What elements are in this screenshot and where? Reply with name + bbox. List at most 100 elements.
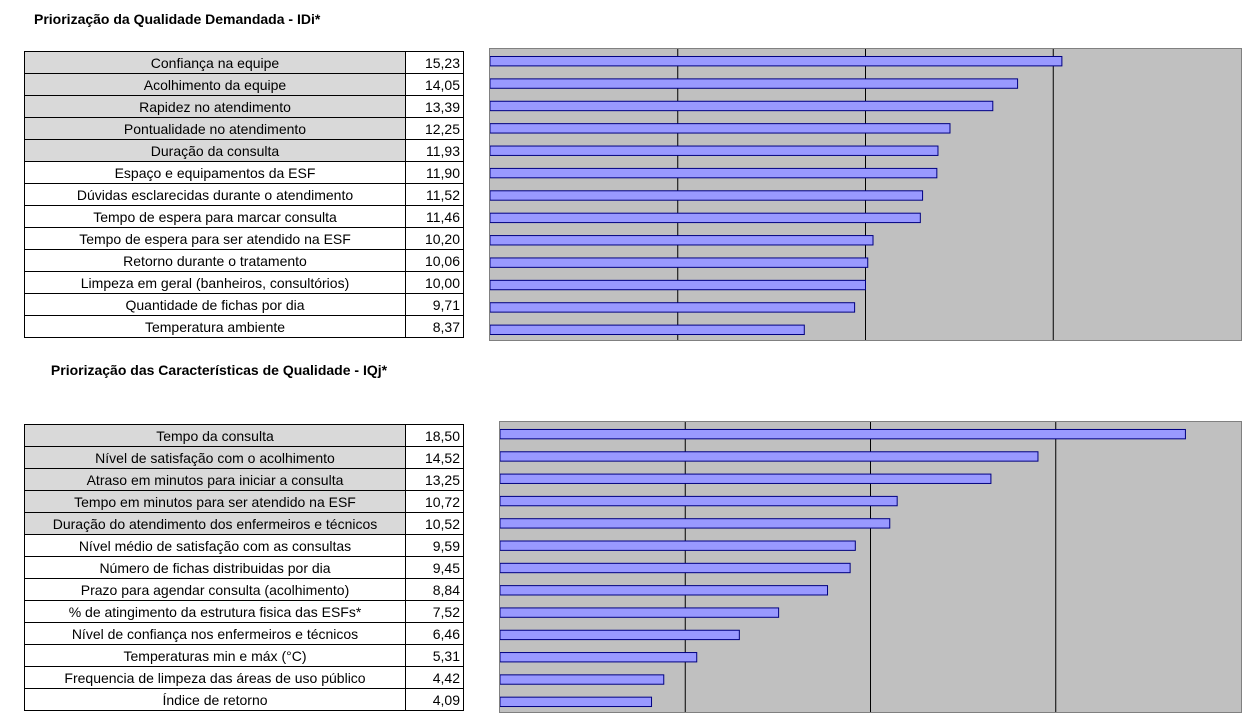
iqj-row-label: Tempo da consulta <box>24 424 406 447</box>
iqj-row-label: Nível de confiança nos enfermeiros e téc… <box>24 622 406 645</box>
idi-row-label: Temperatura ambiente <box>24 315 406 338</box>
idi-row-value: 8,37 <box>405 315 464 338</box>
iqj-table-row: Atraso em minutos para iniciar a consult… <box>24 468 464 491</box>
idi-bar <box>490 324 805 336</box>
idi-row-label: Retorno durante o tratamento <box>24 249 406 272</box>
iqj-table-row: Temperaturas min e máx (°C) 5,31 <box>24 644 464 667</box>
iqj-row-label: Temperaturas min e máx (°C) <box>24 644 406 667</box>
idi-row-value: 10,20 <box>405 227 464 250</box>
iqj-bar <box>500 607 780 618</box>
idi-bar <box>490 212 921 224</box>
idi-table-row: Retorno durante o tratamento 10,06 <box>24 249 464 272</box>
idi-table-row: Tempo de espera para ser atendido na ESF… <box>24 227 464 250</box>
iqj-row-value: 9,45 <box>405 556 464 579</box>
idi-bar <box>490 257 869 268</box>
idi-row-label: Rapidez no atendimento <box>24 95 406 118</box>
iqj-table-row: Nível médio de satisfação com as consult… <box>24 534 464 557</box>
idi-row-value: 10,00 <box>405 271 464 294</box>
iqj-bar <box>500 696 653 708</box>
idi-table-row: Tempo de espera para marcar consulta 11,4… <box>24 205 464 228</box>
iqj-row-label: Nível médio de satisfação com as consult… <box>24 534 406 557</box>
iqj-row-label: Atraso em minutos para iniciar a consult… <box>24 468 406 491</box>
iqj-row-value: 4,09 <box>405 688 464 711</box>
idi-bar <box>490 100 994 112</box>
iqj-bar <box>500 540 856 551</box>
idi-bar-chart-svg <box>490 49 1063 340</box>
iqj-row-label: Nível de satisfação com o acolhimento <box>24 446 406 469</box>
idi-row-value: 13,39 <box>405 95 464 118</box>
iqj-bar <box>500 518 891 529</box>
iqj-row-value: 13,25 <box>405 468 464 491</box>
iqj-table: Tempo da consulta 18,50 Nível de satisfaçã… <box>24 424 464 711</box>
iqj-bar <box>500 562 851 574</box>
idi-bar <box>490 279 866 291</box>
iqj-table-row: Prazo para agendar consulta (acolhimento… <box>24 578 464 601</box>
idi-bar <box>490 55 1063 67</box>
iqj-row-value: 6,46 <box>405 622 464 645</box>
iqj-table-row: % de atingimento da estrutura fisica das… <box>24 600 464 623</box>
idi-row-value: 11,46 <box>405 205 464 228</box>
iqj-bar-chart <box>499 421 1242 713</box>
iqj-row-value: 14,52 <box>405 446 464 469</box>
iqj-bar <box>500 495 898 507</box>
idi-row-value: 12,25 <box>405 117 464 140</box>
iqj-row-label: Prazo para agendar consulta (acolhimento… <box>24 578 406 601</box>
idi-row-label: Duração da consulta <box>24 139 406 162</box>
iqj-bar <box>500 585 829 596</box>
idi-bar <box>490 123 951 134</box>
iqj-bar <box>500 674 665 685</box>
idi-table-row: Pontualidade no atendimento 12,25 <box>24 117 464 140</box>
idi-row-label: Espaço e equipamentos da ESF <box>24 161 406 184</box>
idi-table: Confiança na equipe 15,23 Acolhimento da e… <box>24 51 464 338</box>
idi-table-row: Quantidade de fichas por dia 9,71 <box>24 293 464 316</box>
idi-row-label: Confiança na equipe <box>24 51 406 74</box>
iqj-bar <box>500 473 992 484</box>
iqj-row-label: Frequencia de limpeza das áreas de uso p… <box>24 666 406 689</box>
chart-title-idi: Priorização da Qualidade Demandada - IDi… <box>34 11 321 27</box>
iqj-row-value: 10,72 <box>405 490 464 513</box>
idi-row-label: Limpeza em geral (banheiros, consultório… <box>24 271 406 294</box>
idi-bar-chart <box>489 48 1242 341</box>
iqj-bar <box>500 428 1186 440</box>
idi-row-value: 10,06 <box>405 249 464 272</box>
idi-row-label: Dúvidas esclarecidas durante o atendimen… <box>24 183 406 206</box>
iqj-bar <box>500 652 698 663</box>
idi-table-row: Duração da consulta 11,93 <box>24 139 464 162</box>
idi-bar <box>490 235 874 246</box>
iqj-table-row: Número de fichas distribuidas por dia 9,4… <box>24 556 464 579</box>
idi-table-row: Rapidez no atendimento 13,39 <box>24 95 464 118</box>
iqj-row-label: Índice de retorno <box>24 688 406 711</box>
iqj-table-row: Tempo em minutos para ser atendido na ES… <box>24 490 464 513</box>
iqj-row-value: 10,52 <box>405 512 464 535</box>
iqj-row-value: 18,50 <box>405 424 464 447</box>
idi-row-label: Pontualidade no atendimento <box>24 117 406 140</box>
iqj-table-row: Nível de satisfação com o acolhimento 14,… <box>24 446 464 469</box>
iqj-table-row: Tempo da consulta 18,50 <box>24 424 464 447</box>
iqj-table-row: Duração do atendimento dos enfermeiros e… <box>24 512 464 535</box>
iqj-row-value: 9,59 <box>405 534 464 557</box>
idi-row-label: Tempo de espera para marcar consulta <box>24 205 406 228</box>
iqj-row-label: Tempo em minutos para ser atendido na ES… <box>24 490 406 513</box>
iqj-bar-chart-svg <box>500 422 1186 712</box>
iqj-row-value: 8,84 <box>405 578 464 601</box>
idi-row-value: 11,90 <box>405 161 464 184</box>
idi-row-value: 15,23 <box>405 51 464 74</box>
idi-row-value: 11,93 <box>405 139 464 162</box>
chart-title-iqj: Priorização das Características de Quali… <box>50 362 388 378</box>
iqj-table-row: Índice de retorno 4,09 <box>24 688 464 711</box>
idi-bar <box>490 78 1019 89</box>
idi-row-value: 14,05 <box>405 73 464 96</box>
idi-table-row: Limpeza em geral (banheiros, consultório… <box>24 271 464 294</box>
idi-row-value: 9,71 <box>405 293 464 316</box>
iqj-row-label: Número de fichas distribuidas por dia <box>24 556 406 579</box>
idi-row-label: Quantidade de fichas por dia <box>24 293 406 316</box>
idi-bar <box>490 302 856 313</box>
idi-table-row: Acolhimento da equipe 14,05 <box>24 73 464 96</box>
idi-bar <box>490 167 938 179</box>
iqj-row-label: % de atingimento da estrutura fisica das… <box>24 600 406 623</box>
iqj-bar <box>500 629 740 641</box>
idi-bar <box>490 145 939 156</box>
iqj-table-row: Nível de confiança nos enfermeiros e téc… <box>24 622 464 645</box>
idi-table-row: Dúvidas esclarecidas durante o atendimen… <box>24 183 464 206</box>
iqj-row-value: 7,52 <box>405 600 464 623</box>
